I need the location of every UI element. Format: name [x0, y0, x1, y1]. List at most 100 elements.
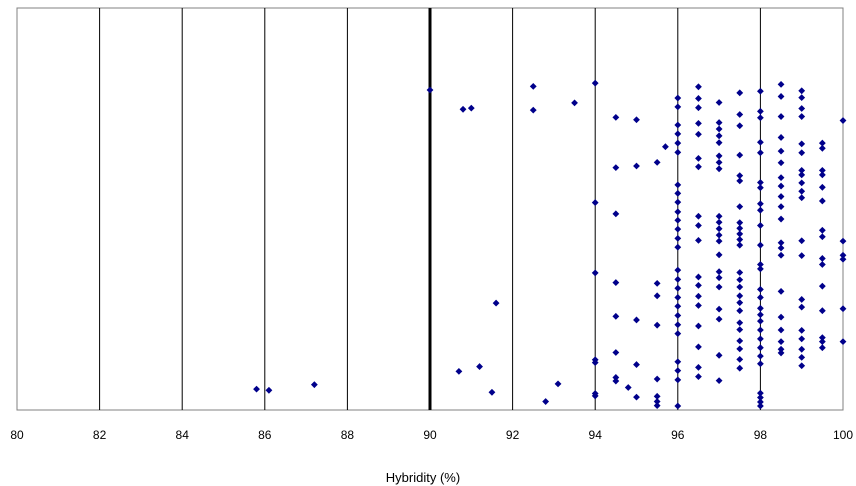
data-point — [777, 239, 785, 247]
data-point — [633, 361, 640, 368]
data-point — [633, 316, 640, 324]
data-point — [653, 158, 661, 166]
data-point — [612, 312, 620, 320]
data-point — [777, 338, 785, 346]
data-point — [633, 116, 640, 124]
data-point — [798, 303, 806, 311]
data-point — [798, 345, 806, 353]
data-point — [554, 380, 562, 388]
data-point — [798, 362, 806, 370]
data-point — [674, 216, 682, 224]
x-tick-labels: 80 82 84 86 88 90 92 94 96 98 100 — [10, 428, 853, 442]
data-point — [798, 194, 806, 202]
data-point — [612, 279, 620, 286]
data-point — [695, 302, 702, 309]
data-point — [695, 130, 702, 138]
data-point — [674, 139, 682, 147]
data-point — [757, 184, 764, 192]
data-point — [695, 154, 702, 162]
data-point — [695, 163, 702, 171]
data-point — [757, 344, 764, 352]
data-point — [839, 117, 847, 124]
data-point — [777, 215, 785, 223]
data-point — [777, 251, 785, 259]
data-point — [777, 93, 785, 100]
data-point — [674, 275, 682, 283]
x-tick-label: 96 — [671, 428, 685, 442]
data-point — [674, 266, 682, 274]
data-point — [757, 222, 764, 229]
data-point — [674, 121, 682, 129]
data-point — [695, 236, 702, 244]
data-point — [674, 148, 682, 156]
data-point — [467, 104, 475, 112]
data-point — [777, 174, 785, 182]
data-point — [695, 292, 702, 300]
data-point — [653, 292, 661, 300]
data-point — [674, 330, 682, 338]
x-tick-label: 82 — [93, 428, 107, 442]
data-point — [715, 225, 723, 233]
data-point — [777, 80, 785, 88]
data-point — [777, 147, 785, 155]
x-tick-label: 88 — [341, 428, 355, 442]
data-point — [777, 113, 785, 120]
data-point — [757, 138, 764, 146]
data-point — [662, 143, 669, 151]
data-point — [736, 241, 744, 249]
data-point — [818, 334, 826, 342]
data-point — [818, 144, 826, 152]
data-point — [839, 305, 847, 313]
data-point — [715, 351, 723, 359]
data-point — [736, 172, 744, 180]
data-point — [695, 373, 702, 381]
data-point — [798, 353, 806, 361]
x-axis-title: Hybridity (%) — [386, 470, 460, 485]
data-point — [736, 177, 744, 185]
data-point — [591, 392, 599, 400]
data-point — [777, 182, 785, 190]
data-point — [674, 294, 682, 301]
data-point — [757, 241, 764, 249]
data-point — [695, 222, 702, 229]
x-tick-label: 98 — [754, 428, 768, 442]
data-point — [715, 283, 723, 291]
data-point — [839, 251, 847, 259]
data-point — [695, 281, 702, 289]
data-point — [757, 206, 764, 214]
data-point — [591, 79, 599, 87]
data-point — [612, 377, 620, 385]
data-point — [818, 197, 826, 205]
data-point — [674, 302, 682, 310]
x-tick-label: 90 — [423, 428, 437, 442]
data-point — [715, 268, 723, 276]
data-point — [757, 394, 764, 401]
data-point — [798, 113, 806, 120]
data-point — [798, 237, 806, 245]
data-point — [798, 327, 806, 334]
data-point — [736, 89, 744, 97]
data-point — [695, 95, 702, 102]
data-point — [777, 345, 785, 353]
data-point — [757, 87, 764, 95]
data-point — [674, 367, 682, 375]
data-point — [777, 313, 785, 321]
data-point — [476, 363, 483, 370]
data-point — [674, 130, 682, 138]
data-point — [757, 335, 764, 343]
data-point — [695, 322, 702, 330]
data-point — [715, 218, 723, 226]
data-point — [674, 103, 682, 111]
data-point — [653, 321, 661, 329]
data-point — [653, 392, 661, 400]
data-point — [653, 398, 661, 405]
data-point — [757, 286, 764, 293]
data-point — [674, 376, 682, 384]
data-point — [612, 164, 620, 171]
data-point — [253, 385, 260, 393]
data-point — [736, 219, 744, 227]
data-point — [715, 152, 723, 160]
data-point — [798, 187, 806, 195]
data-point — [715, 99, 723, 106]
data-point — [818, 307, 826, 315]
